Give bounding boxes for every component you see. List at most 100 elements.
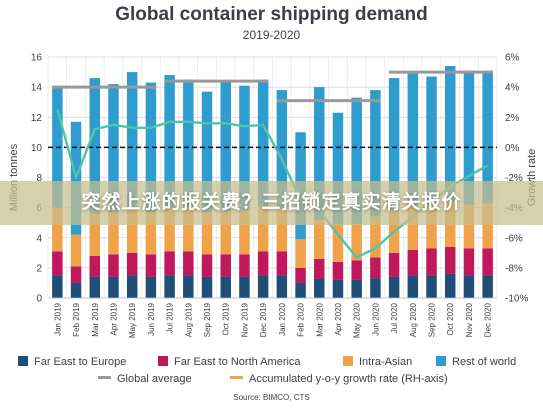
bars <box>52 66 493 298</box>
bar-segment-2 <box>276 251 288 276</box>
bar-segment-4 <box>314 87 325 220</box>
x-tick-label: Nov 2020 <box>465 302 474 337</box>
bar-segment-4 <box>482 70 493 204</box>
bar-segment-3 <box>164 207 175 252</box>
x-tick-label: Feb 2020 <box>297 302 306 336</box>
y2-tick-label: 0% <box>505 143 520 154</box>
bar-segment-3 <box>351 224 362 261</box>
bar-segment-3 <box>482 203 493 249</box>
y-tick-label: 0 <box>36 294 42 305</box>
legend-item-rest-of-world: Rest of world <box>436 356 516 368</box>
bar-segment-3 <box>126 209 138 253</box>
bar-segment-1 <box>351 279 362 298</box>
x-tick-label: Jan 2019 <box>53 302 62 335</box>
bar-segment-1 <box>183 275 194 298</box>
y-tick-label: 2 <box>36 263 42 274</box>
bar-segment-2 <box>164 251 175 276</box>
overlay-banner: 突然上涨的报关费？三招锁定真实清关报价 <box>0 181 543 225</box>
bar-segment-4 <box>145 82 157 213</box>
x-tick-label: Jan 2020 <box>278 302 287 335</box>
y2-tick-label: -6% <box>505 233 523 244</box>
bar-segment-3 <box>89 213 101 256</box>
legend-swatch-far-east-europe <box>18 356 28 366</box>
bar-segment-2 <box>426 248 437 276</box>
legend-row-2: Global average Accumulated y-o-y growth … <box>18 373 538 390</box>
bar-segment-4 <box>164 75 175 208</box>
x-tick-label: Feb 2019 <box>72 302 81 336</box>
bar-segment-4 <box>201 91 213 213</box>
legend-label: Far East to Europe <box>34 356 127 368</box>
x-tick-label: Dec 2020 <box>484 302 493 337</box>
bar-segment-3 <box>295 239 306 268</box>
y2-tick-label: 2% <box>505 113 520 124</box>
bar-segment-1 <box>108 276 119 298</box>
x-tick-label: Jun 2019 <box>147 302 156 335</box>
bar-segment-1 <box>295 282 306 298</box>
bar-segment-2 <box>239 254 250 277</box>
bar-segment-1 <box>426 275 437 298</box>
legend-item-growth-rate: Accumulated y-o-y growth rate (RH-axis) <box>230 373 448 385</box>
bar-segment-2 <box>351 260 362 280</box>
y2-tick-label: -2% <box>505 173 523 184</box>
bar-segment-4 <box>126 72 138 210</box>
bar-segment-4 <box>351 97 362 225</box>
bar-segment-1 <box>52 275 63 298</box>
bar-segment-3 <box>201 212 213 255</box>
bar-segment-3 <box>332 224 344 262</box>
bar-segment-3 <box>239 210 250 255</box>
bar-segment-4 <box>407 73 419 207</box>
x-tick-label: May 2020 <box>353 302 362 338</box>
bar-segment-1 <box>463 275 475 298</box>
y2-tick-label: 6% <box>505 53 520 64</box>
bar-segment-2 <box>145 254 157 277</box>
legend-label: Accumulated y-o-y growth rate (RH-axis) <box>249 373 448 385</box>
bar-segment-2 <box>295 267 306 283</box>
bar-segment-1 <box>370 278 381 298</box>
x-tick-label: Jul 2019 <box>166 302 175 333</box>
bar-segment-2 <box>444 246 456 274</box>
x-tick-label: Dec 2019 <box>259 302 268 337</box>
bar-segment-1 <box>257 275 269 298</box>
bar-segment-2 <box>108 254 119 277</box>
bar-segment-1 <box>145 276 157 298</box>
x-tick-label: Oct 2019 <box>222 302 231 335</box>
chart-title: Global container shipping demand <box>115 4 428 25</box>
bar-segment-4 <box>183 79 194 208</box>
bar-segment-2 <box>89 255 101 277</box>
bar-segment-4 <box>220 81 231 211</box>
x-tick-label: Mar 2020 <box>315 302 324 336</box>
bar-segment-1 <box>276 275 288 298</box>
y2-tick-label: 4% <box>505 83 520 94</box>
global-average-lines <box>52 70 493 103</box>
x-tick-label: Nov 2019 <box>240 302 249 337</box>
bar-segment-3 <box>52 207 63 252</box>
legend-swatch-rest-of-world <box>436 356 446 366</box>
bar-segment-4 <box>257 79 269 207</box>
bar-segment-1 <box>164 275 175 298</box>
bar-segment-3 <box>145 212 157 255</box>
bar-segment-2 <box>201 254 213 277</box>
bar-segment-4 <box>444 66 456 202</box>
bar-segment-1 <box>314 278 325 298</box>
bar-segment-1 <box>70 282 82 298</box>
bar-segment-2 <box>257 251 269 276</box>
bar-segment-4 <box>370 90 381 217</box>
y2-tick-label: -8% <box>505 263 523 274</box>
y2-tick-label: -10% <box>505 294 528 305</box>
bar-segment-1 <box>388 276 400 298</box>
legend: Far East to Europe Far East to North Ame… <box>18 356 538 390</box>
bar-segment-1 <box>332 279 344 298</box>
bar-segment-4 <box>332 112 344 225</box>
x-tick-label: Apr 2019 <box>109 302 118 335</box>
legend-label: Global average <box>117 373 192 385</box>
gridlines <box>47 56 498 299</box>
x-tick-label: Sep 2019 <box>203 302 212 337</box>
bar-segment-3 <box>407 206 419 250</box>
bar-segment-2 <box>332 261 344 280</box>
bar-segment-4 <box>276 90 288 210</box>
chart-subtitle: 2019-2020 <box>242 28 301 42</box>
banner-text: 突然上涨的报关费？三招锁定真实清关报价 <box>81 192 462 213</box>
legend-item-far-east-north-america: Far East to North America <box>158 356 301 368</box>
bar-segment-2 <box>220 254 231 277</box>
